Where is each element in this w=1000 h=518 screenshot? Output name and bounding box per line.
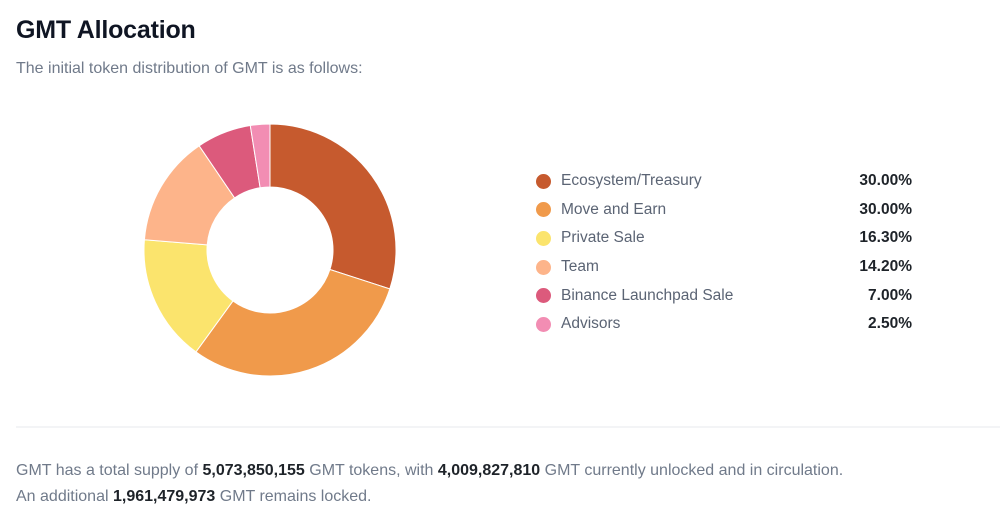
section-divider xyxy=(16,426,1000,428)
legend-dot-icon xyxy=(536,316,551,332)
text: GMT tokens, with xyxy=(304,462,438,479)
legend-dot-icon xyxy=(536,173,551,189)
legend-item-move-and-earn: Move and Earn 30.00% xyxy=(536,196,912,225)
legend-dot-icon xyxy=(536,259,551,275)
supply-line-1: GMT has a total supply of 5,073,850,155 … xyxy=(16,458,996,484)
donut-slice[interactable] xyxy=(249,123,271,189)
legend-value: 16.30% xyxy=(859,229,912,247)
unlocked-supply-value: 4,009,827,810 xyxy=(437,462,541,479)
text: An additional xyxy=(16,487,113,505)
legend-label: Move and Earn xyxy=(561,200,667,218)
legend-label: Team xyxy=(561,258,599,276)
supply-line-2: An additional 1,961,479,973 GMT remains … xyxy=(16,484,996,510)
page-title: GMT Allocation xyxy=(16,16,196,44)
legend-item-advisors: Advisors 2.50% xyxy=(536,310,912,339)
donut-slice[interactable] xyxy=(269,123,397,290)
legend-item-private-sale: Private Sale 16.30% xyxy=(536,224,912,253)
legend-value: 30.00% xyxy=(859,200,912,218)
chart-legend: Ecosystem/Treasury 30.00% Move and Earn … xyxy=(536,167,912,339)
legend-dot-icon xyxy=(536,230,551,246)
legend-value: 7.00% xyxy=(868,286,912,304)
donut-slice[interactable] xyxy=(195,268,391,377)
legend-dot-icon xyxy=(536,202,551,218)
allocation-donut-chart xyxy=(143,123,397,377)
legend-dot-icon xyxy=(536,288,551,304)
locked-supply-value: 1,961,479,973 xyxy=(112,487,216,505)
supply-summary: GMT has a total supply of 5,073,850,155 … xyxy=(16,458,996,509)
legend-label: Binance Launchpad Sale xyxy=(561,286,734,304)
text: GMT has a total supply of xyxy=(16,462,203,479)
page-subtitle: The initial token distribution of GMT is… xyxy=(16,60,363,77)
text: GMT remains locked. xyxy=(215,487,372,505)
legend-value: 14.20% xyxy=(859,258,912,276)
legend-label: Ecosystem/Treasury xyxy=(561,172,702,190)
legend-value: 30.00% xyxy=(859,172,912,190)
legend-label: Private Sale xyxy=(561,229,645,247)
text: GMT currently unlocked and in circulatio… xyxy=(540,462,844,479)
total-supply-value: 5,073,850,155 xyxy=(202,462,305,479)
legend-label: Advisors xyxy=(561,315,621,333)
legend-item-team: Team 14.20% xyxy=(536,253,912,282)
legend-item-ecosystem-treasury: Ecosystem/Treasury 30.00% xyxy=(536,167,912,196)
legend-item-binance-launchpad-sale: Binance Launchpad Sale 7.00% xyxy=(536,281,912,310)
legend-value: 2.50% xyxy=(868,315,912,333)
